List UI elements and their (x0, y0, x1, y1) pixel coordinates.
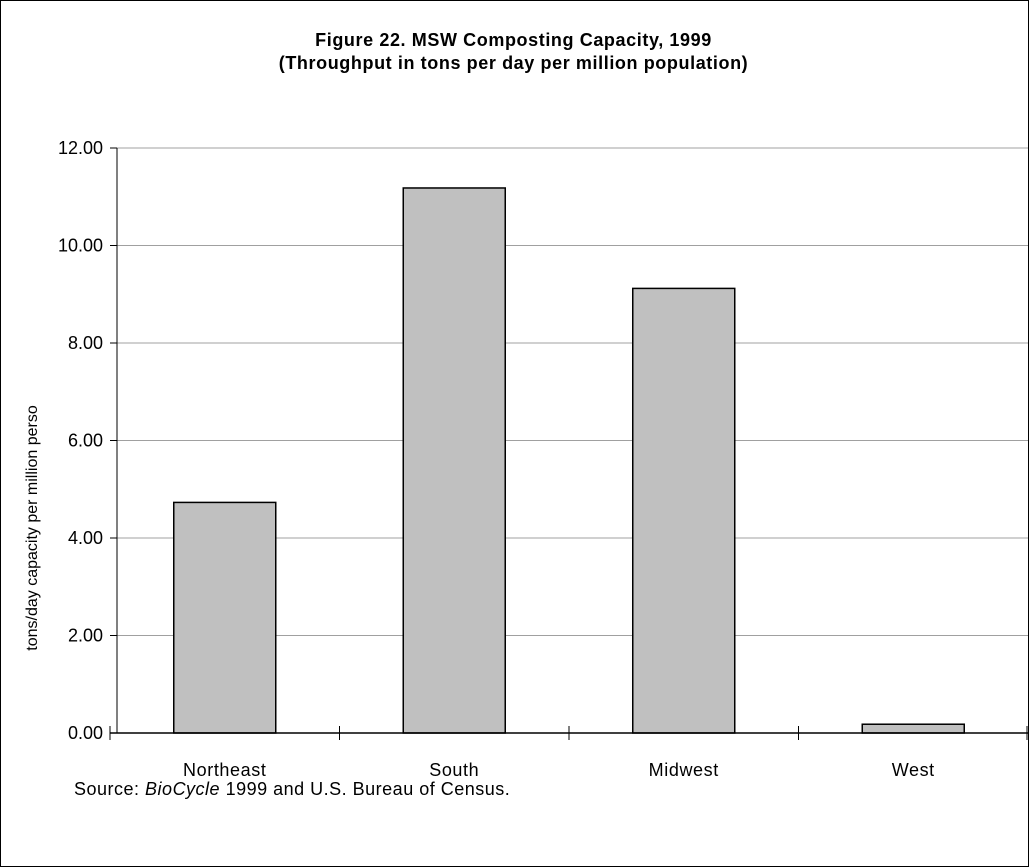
y-tick-label: 0.00 (68, 723, 103, 743)
y-tick-label: 8.00 (68, 333, 103, 353)
y-tick-label: 4.00 (68, 528, 103, 548)
x-tick-label: Midwest (649, 760, 719, 780)
y-tick-label: 2.00 (68, 626, 103, 646)
x-tick-label: Northeast (183, 760, 266, 780)
bar-west (861, 723, 965, 734)
bar-midwest (632, 287, 736, 734)
y-tick-label: 6.00 (68, 431, 103, 451)
source-suffix: 1999 and U.S. Bureau of Census. (220, 779, 511, 799)
x-tick-label: South (429, 760, 479, 780)
y-tick-label: 10.00 (58, 236, 103, 256)
source-prefix: Source: (74, 779, 146, 799)
bar-south (402, 187, 506, 734)
source-note: Source: BioCycle 1999 and U.S. Bureau of… (74, 779, 510, 800)
x-tick-label: West (892, 760, 935, 780)
source-italic: BioCycle (145, 779, 221, 799)
chart-title: Figure 22. MSW Composting Capacity, 1999 (315, 30, 712, 50)
y-axis-label: tons/day capacity per million perso (24, 405, 41, 651)
chart-subtitle: (Throughput in tons per day per million … (278, 53, 749, 73)
y-tick-label: 12.00 (58, 138, 103, 158)
bar-northeast (173, 501, 277, 734)
